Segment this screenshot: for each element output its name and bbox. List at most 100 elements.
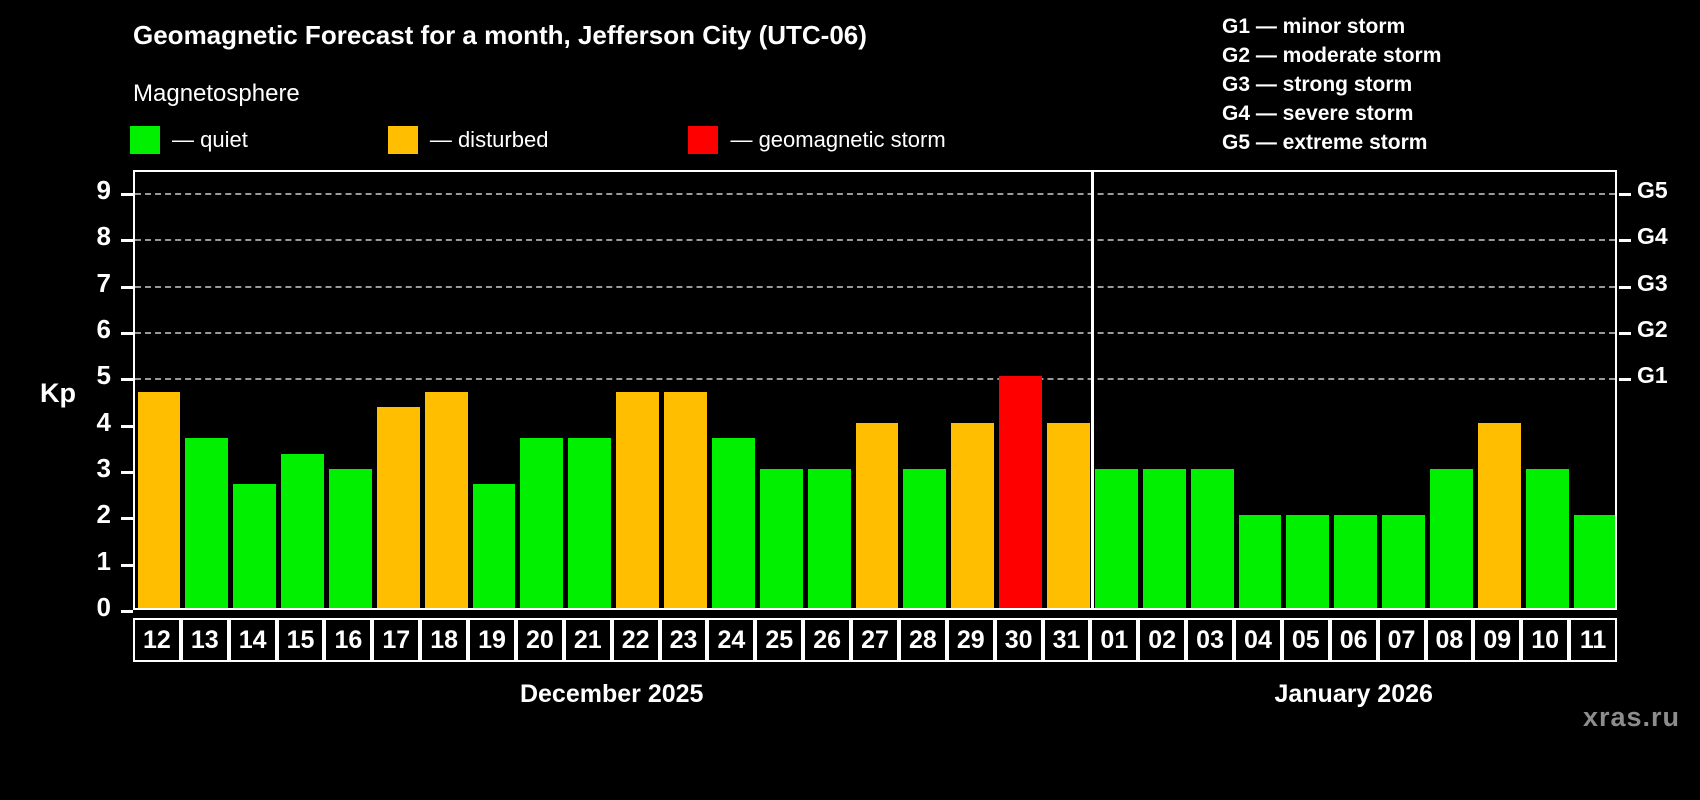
y-axis-tick — [121, 239, 133, 243]
bar — [711, 438, 755, 608]
day-label-box: 05 — [1281, 618, 1330, 662]
y-axis-tick — [121, 332, 133, 336]
g-axis-label: G3 — [1637, 269, 1668, 296]
day-label-box: 28 — [898, 618, 947, 662]
gscale-legend-line: G2 — moderate storm — [1222, 44, 1442, 67]
gridline — [135, 285, 1615, 288]
bar — [1573, 515, 1615, 608]
g-axis-label: G4 — [1637, 223, 1668, 250]
month-label: January 2026 — [1274, 680, 1433, 708]
y-axis-tick-label: 9 — [96, 175, 111, 206]
day-label-box: 01 — [1090, 618, 1139, 662]
bar — [281, 453, 324, 608]
bar — [903, 469, 947, 608]
y-axis-tick-label: 7 — [96, 267, 111, 298]
day-label-box: 29 — [946, 618, 995, 662]
bar — [1477, 422, 1521, 608]
bar — [759, 469, 803, 608]
y-axis-tick — [121, 610, 133, 613]
g-axis-tick — [1619, 285, 1631, 289]
legend-label: — quiet — [172, 127, 248, 152]
bar — [472, 484, 516, 608]
g-axis-label: G2 — [1637, 316, 1668, 343]
g-axis-label: G5 — [1637, 177, 1668, 204]
bar — [376, 407, 420, 608]
y-axis-title: Kp — [40, 378, 76, 408]
bar — [1190, 469, 1234, 608]
legend-label: — disturbed — [429, 127, 549, 152]
legend-swatch-icon — [130, 126, 160, 154]
day-label-box: 26 — [803, 618, 852, 662]
day-label-box: 18 — [420, 618, 469, 662]
gridline — [135, 378, 1615, 381]
g-axis-label: G1 — [1637, 362, 1668, 389]
gridline — [135, 193, 1615, 196]
legend-label: — geomagnetic storm — [730, 127, 946, 152]
bar — [1142, 469, 1186, 608]
day-label-box: 20 — [515, 618, 564, 662]
gridline — [135, 239, 1615, 242]
day-label-box: 25 — [755, 618, 804, 662]
bar — [1525, 469, 1569, 608]
gscale-legend-line: G4 — severe storm — [1222, 102, 1414, 125]
day-label-box: 06 — [1329, 618, 1378, 662]
y-axis-tick — [121, 378, 133, 382]
bar — [807, 469, 851, 608]
y-axis-tick-label: 0 — [96, 592, 111, 622]
page-title: Geomagnetic Forecast for a month, Jeffer… — [133, 20, 867, 50]
day-label-box: 15 — [276, 618, 325, 662]
bar — [1286, 515, 1330, 608]
y-axis-tick — [121, 285, 133, 289]
day-label-box: 16 — [324, 618, 373, 662]
day-label-box: 23 — [659, 618, 708, 662]
bar — [233, 484, 277, 608]
bar-series — [135, 172, 1615, 608]
y-axis-tick — [121, 471, 133, 475]
bar — [1430, 469, 1473, 608]
bar — [568, 438, 612, 608]
y-axis-tick-label: 1 — [96, 545, 111, 576]
bar — [951, 422, 995, 608]
day-label-box: 11 — [1569, 618, 1617, 662]
month-label: December 2025 — [519, 680, 704, 708]
day-label-box: 24 — [707, 618, 756, 662]
day-label-box: 12 — [133, 618, 181, 662]
day-label-box: 19 — [468, 618, 516, 662]
day-label-box: 02 — [1138, 618, 1187, 662]
y-axis-tick-label: 2 — [96, 499, 111, 530]
bar — [999, 376, 1043, 608]
g-axis-tick — [1619, 378, 1631, 382]
day-label-box: 04 — [1234, 618, 1282, 662]
day-label-box: 22 — [611, 618, 660, 662]
bar — [1238, 515, 1282, 608]
y-axis-tick-label: 8 — [96, 221, 111, 252]
gridline — [135, 332, 1615, 335]
bar — [137, 391, 181, 608]
g-axis-tick — [1619, 239, 1631, 243]
magnetosphere-label: Magnetosphere — [133, 80, 300, 107]
day-label-box: 10 — [1521, 618, 1570, 662]
day-label-box: 21 — [563, 618, 612, 662]
watermark: xras.ru — [1582, 702, 1680, 732]
day-label-box: 30 — [994, 618, 1043, 662]
bar — [1047, 422, 1090, 608]
bar — [424, 391, 468, 608]
gscale-legend-line: G1 — minor storm — [1222, 15, 1406, 38]
day-label-box: 14 — [228, 618, 277, 662]
day-label-box: 08 — [1425, 618, 1474, 662]
gscale-legend-line: G5 — extreme storm — [1222, 131, 1428, 154]
bar — [1382, 515, 1425, 608]
y-axis-tick-label: 6 — [96, 314, 111, 345]
y-axis-tick — [121, 424, 133, 428]
bar — [185, 438, 229, 608]
day-label-box: 13 — [180, 618, 229, 662]
day-label-box: 27 — [851, 618, 899, 662]
y-axis-tick — [121, 563, 133, 567]
bar — [1334, 515, 1378, 608]
g-axis-tick — [1619, 193, 1631, 197]
day-label-box: 17 — [372, 618, 421, 662]
bar — [520, 438, 564, 608]
y-axis-tick — [121, 517, 133, 521]
bar — [328, 469, 372, 608]
